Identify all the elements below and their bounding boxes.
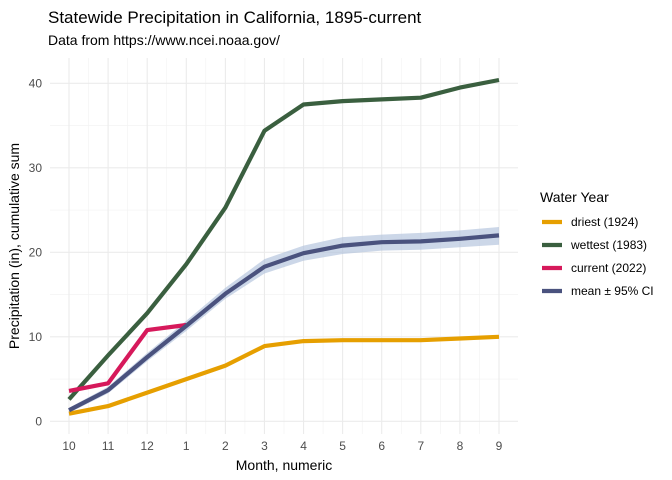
x-tick-label: 7: [417, 439, 424, 453]
legend-label: mean ± 95% CI: [571, 284, 654, 298]
x-tick-label: 1: [183, 439, 190, 453]
y-tick-label: 40: [29, 76, 43, 90]
series-line-mean: [68, 233, 500, 413]
x-axis-title: Month, numeric: [236, 457, 332, 473]
y-tick-label: 10: [29, 330, 43, 344]
x-tick-label: 11: [102, 439, 115, 453]
chart-title: Statewide Precipitation in California, 1…: [48, 8, 422, 27]
legend: Water Year driest (1924) wettest (1983) cu…: [540, 189, 654, 298]
series-line-driest: [68, 334, 500, 416]
x-tick-label: 4: [300, 439, 307, 453]
x-tick-label: 3: [261, 439, 268, 453]
legend-label: driest (1924): [571, 215, 638, 229]
series-line-wettest: [67, 77, 500, 401]
x-tick-label: 12: [141, 439, 155, 453]
series-line-current: [68, 322, 187, 393]
y-axis-title: Precipitation (in), cumulative sum: [6, 143, 22, 349]
x-tick-label: 6: [378, 439, 385, 453]
legend-label: wettest (1983): [570, 238, 647, 252]
chart-subtitle: Data from https://www.ncei.noaa.gov/: [48, 32, 280, 48]
series-lines-layer: [67, 77, 500, 416]
x-tick-label: 8: [457, 439, 464, 453]
x-tick-label: 9: [496, 439, 503, 453]
legend-title: Water Year: [540, 189, 609, 205]
confidence-band: [69, 227, 499, 413]
y-tick-label: 30: [29, 161, 43, 175]
confidence-band-layer: [69, 227, 499, 413]
legend-label: current (2022): [571, 261, 646, 275]
x-tick-label: 2: [222, 439, 229, 453]
y-tick-label: 0: [35, 414, 42, 428]
y-tick-label: 20: [29, 245, 43, 259]
x-tick-label: 10: [62, 439, 76, 453]
x-tick-label: 5: [339, 439, 346, 453]
